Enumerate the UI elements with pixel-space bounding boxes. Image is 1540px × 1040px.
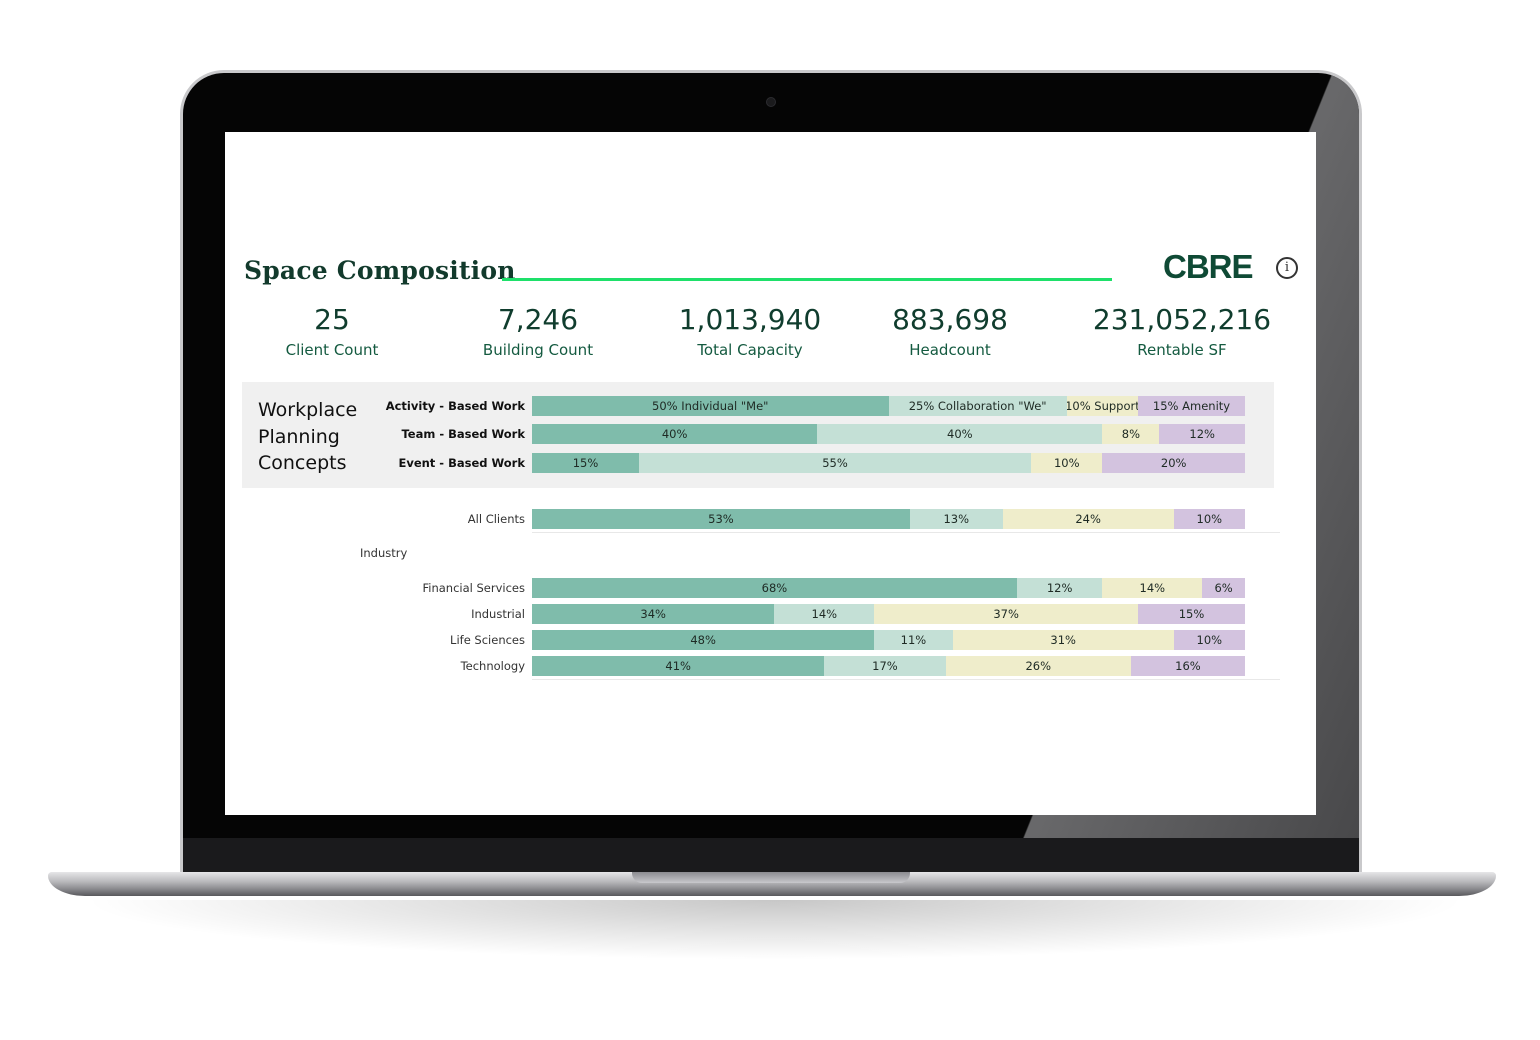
industry-header: Industry bbox=[360, 546, 408, 560]
dashboard-screen: Space Composition CBRE i 25 Client Count… bbox=[225, 132, 1316, 815]
bar-segment[interactable]: 10% bbox=[1173, 630, 1245, 650]
stacked-bar: 53% 13% 24% 10% bbox=[532, 509, 1245, 529]
bar-segment[interactable]: 6% bbox=[1202, 578, 1245, 598]
stacked-bar: 15% 55% 10% 20% bbox=[532, 453, 1245, 473]
row-label: Team - Based Work bbox=[401, 427, 525, 441]
bar-segment[interactable]: 16% bbox=[1130, 656, 1245, 676]
bar-segment[interactable]: 53% bbox=[532, 509, 910, 529]
bar-segment[interactable]: 17% bbox=[824, 656, 946, 676]
bar-segment[interactable]: 12% bbox=[1159, 424, 1245, 444]
kpi-building-count: 7,246 Building Count bbox=[428, 302, 648, 361]
bar-segment[interactable]: 15% Amenity bbox=[1138, 396, 1245, 416]
bar-segment[interactable]: 14% bbox=[774, 604, 875, 624]
bar-segment[interactable]: 10% bbox=[1173, 509, 1245, 529]
bar-segment[interactable]: 10% Support bbox=[1066, 396, 1139, 416]
kpi-client-count: 25 Client Count bbox=[225, 302, 442, 361]
stacked-bar: 48% 11% 31% 10% bbox=[532, 630, 1245, 650]
laptop-notch bbox=[632, 872, 910, 883]
row-label: All Clients bbox=[467, 512, 525, 526]
bar-segment[interactable]: 13% bbox=[909, 509, 1003, 529]
kpi-value: 231,052,216 bbox=[1092, 303, 1272, 336]
bar-segment[interactable]: 8% bbox=[1102, 424, 1160, 444]
bar-segment[interactable]: 40% bbox=[817, 424, 1103, 444]
title-line: Workplace bbox=[258, 399, 358, 421]
bar-segment[interactable]: 48% bbox=[532, 630, 875, 650]
stacked-bar: 41% 17% 26% 16% bbox=[532, 656, 1245, 676]
kpi-label: Headcount bbox=[909, 341, 991, 359]
kpi-value: 883,698 bbox=[892, 303, 1008, 336]
bar-segment[interactable]: 40% bbox=[532, 424, 818, 444]
laptop-chin bbox=[183, 838, 1359, 876]
info-icon[interactable]: i bbox=[1276, 257, 1298, 279]
kpi-label: Total Capacity bbox=[697, 341, 803, 359]
bar-segment[interactable]: 24% bbox=[1002, 509, 1174, 529]
row-label: Activity - Based Work bbox=[385, 399, 525, 413]
bar-segment[interactable]: 26% bbox=[945, 656, 1131, 676]
title-line: Planning bbox=[258, 425, 340, 448]
kpi-rentable-sf: 231,052,216 Rentable SF bbox=[1072, 302, 1292, 361]
kpi-total-capacity: 1,013,940 Total Capacity bbox=[640, 302, 860, 361]
row-divider bbox=[532, 532, 1280, 533]
row-label: Financial Services bbox=[422, 581, 525, 595]
bar-segment[interactable]: 34% bbox=[532, 604, 775, 624]
kpi-label: Rentable SF bbox=[1137, 341, 1227, 359]
bar-segment[interactable]: 25% Collaboration "We" bbox=[888, 396, 1067, 416]
kpi-headcount: 883,698 Headcount bbox=[840, 302, 1060, 361]
stacked-bar: 34% 14% 37% 15% bbox=[532, 604, 1245, 624]
kpi-value: 1,013,940 bbox=[678, 303, 822, 336]
cbre-logo: CBRE bbox=[1163, 248, 1254, 285]
bar-segment[interactable]: 20% bbox=[1102, 453, 1245, 473]
camera-icon bbox=[766, 97, 776, 107]
row-label: Event - Based Work bbox=[398, 456, 525, 470]
bar-segment[interactable]: 55% bbox=[638, 453, 1032, 473]
row-label: Technology bbox=[460, 659, 525, 673]
bar-segment[interactable]: 41% bbox=[532, 656, 825, 676]
workplace-planning-title: Workplace Planning Concepts bbox=[258, 397, 357, 477]
stacked-bar: 50% Individual "Me" 25% Collaboration "We… bbox=[532, 396, 1245, 416]
kpi-label: Client Count bbox=[285, 341, 379, 359]
bar-segment[interactable]: 50% Individual "Me" bbox=[532, 396, 889, 416]
kpi-value: 25 bbox=[314, 303, 350, 336]
bar-segment[interactable]: 15% bbox=[1138, 604, 1245, 624]
bar-segment[interactable]: 31% bbox=[952, 630, 1174, 650]
bar-segment[interactable]: 37% bbox=[874, 604, 1139, 624]
bar-segment[interactable]: 68% bbox=[532, 578, 1017, 598]
stacked-bar: 68% 12% 14% 6% bbox=[532, 578, 1245, 598]
kpi-label: Building Count bbox=[482, 341, 594, 359]
row-label: Industrial bbox=[471, 607, 525, 621]
row-label: Life Sciences bbox=[450, 633, 525, 647]
kpi-value: 7,246 bbox=[497, 303, 579, 336]
bar-segment[interactable]: 11% bbox=[874, 630, 953, 650]
title-divider bbox=[502, 278, 1112, 281]
laptop-shadow bbox=[80, 900, 1470, 960]
stacked-bar: 40% 40% 8% 12% bbox=[532, 424, 1245, 444]
bar-segment[interactable]: 15% bbox=[532, 453, 639, 473]
bar-segment[interactable]: 12% bbox=[1016, 578, 1103, 598]
bar-segment[interactable]: 14% bbox=[1102, 578, 1203, 598]
bar-segment[interactable]: 10% bbox=[1031, 453, 1103, 473]
row-divider bbox=[532, 679, 1280, 680]
page-title: Space Composition bbox=[244, 256, 516, 285]
title-line: Concepts bbox=[258, 452, 347, 474]
